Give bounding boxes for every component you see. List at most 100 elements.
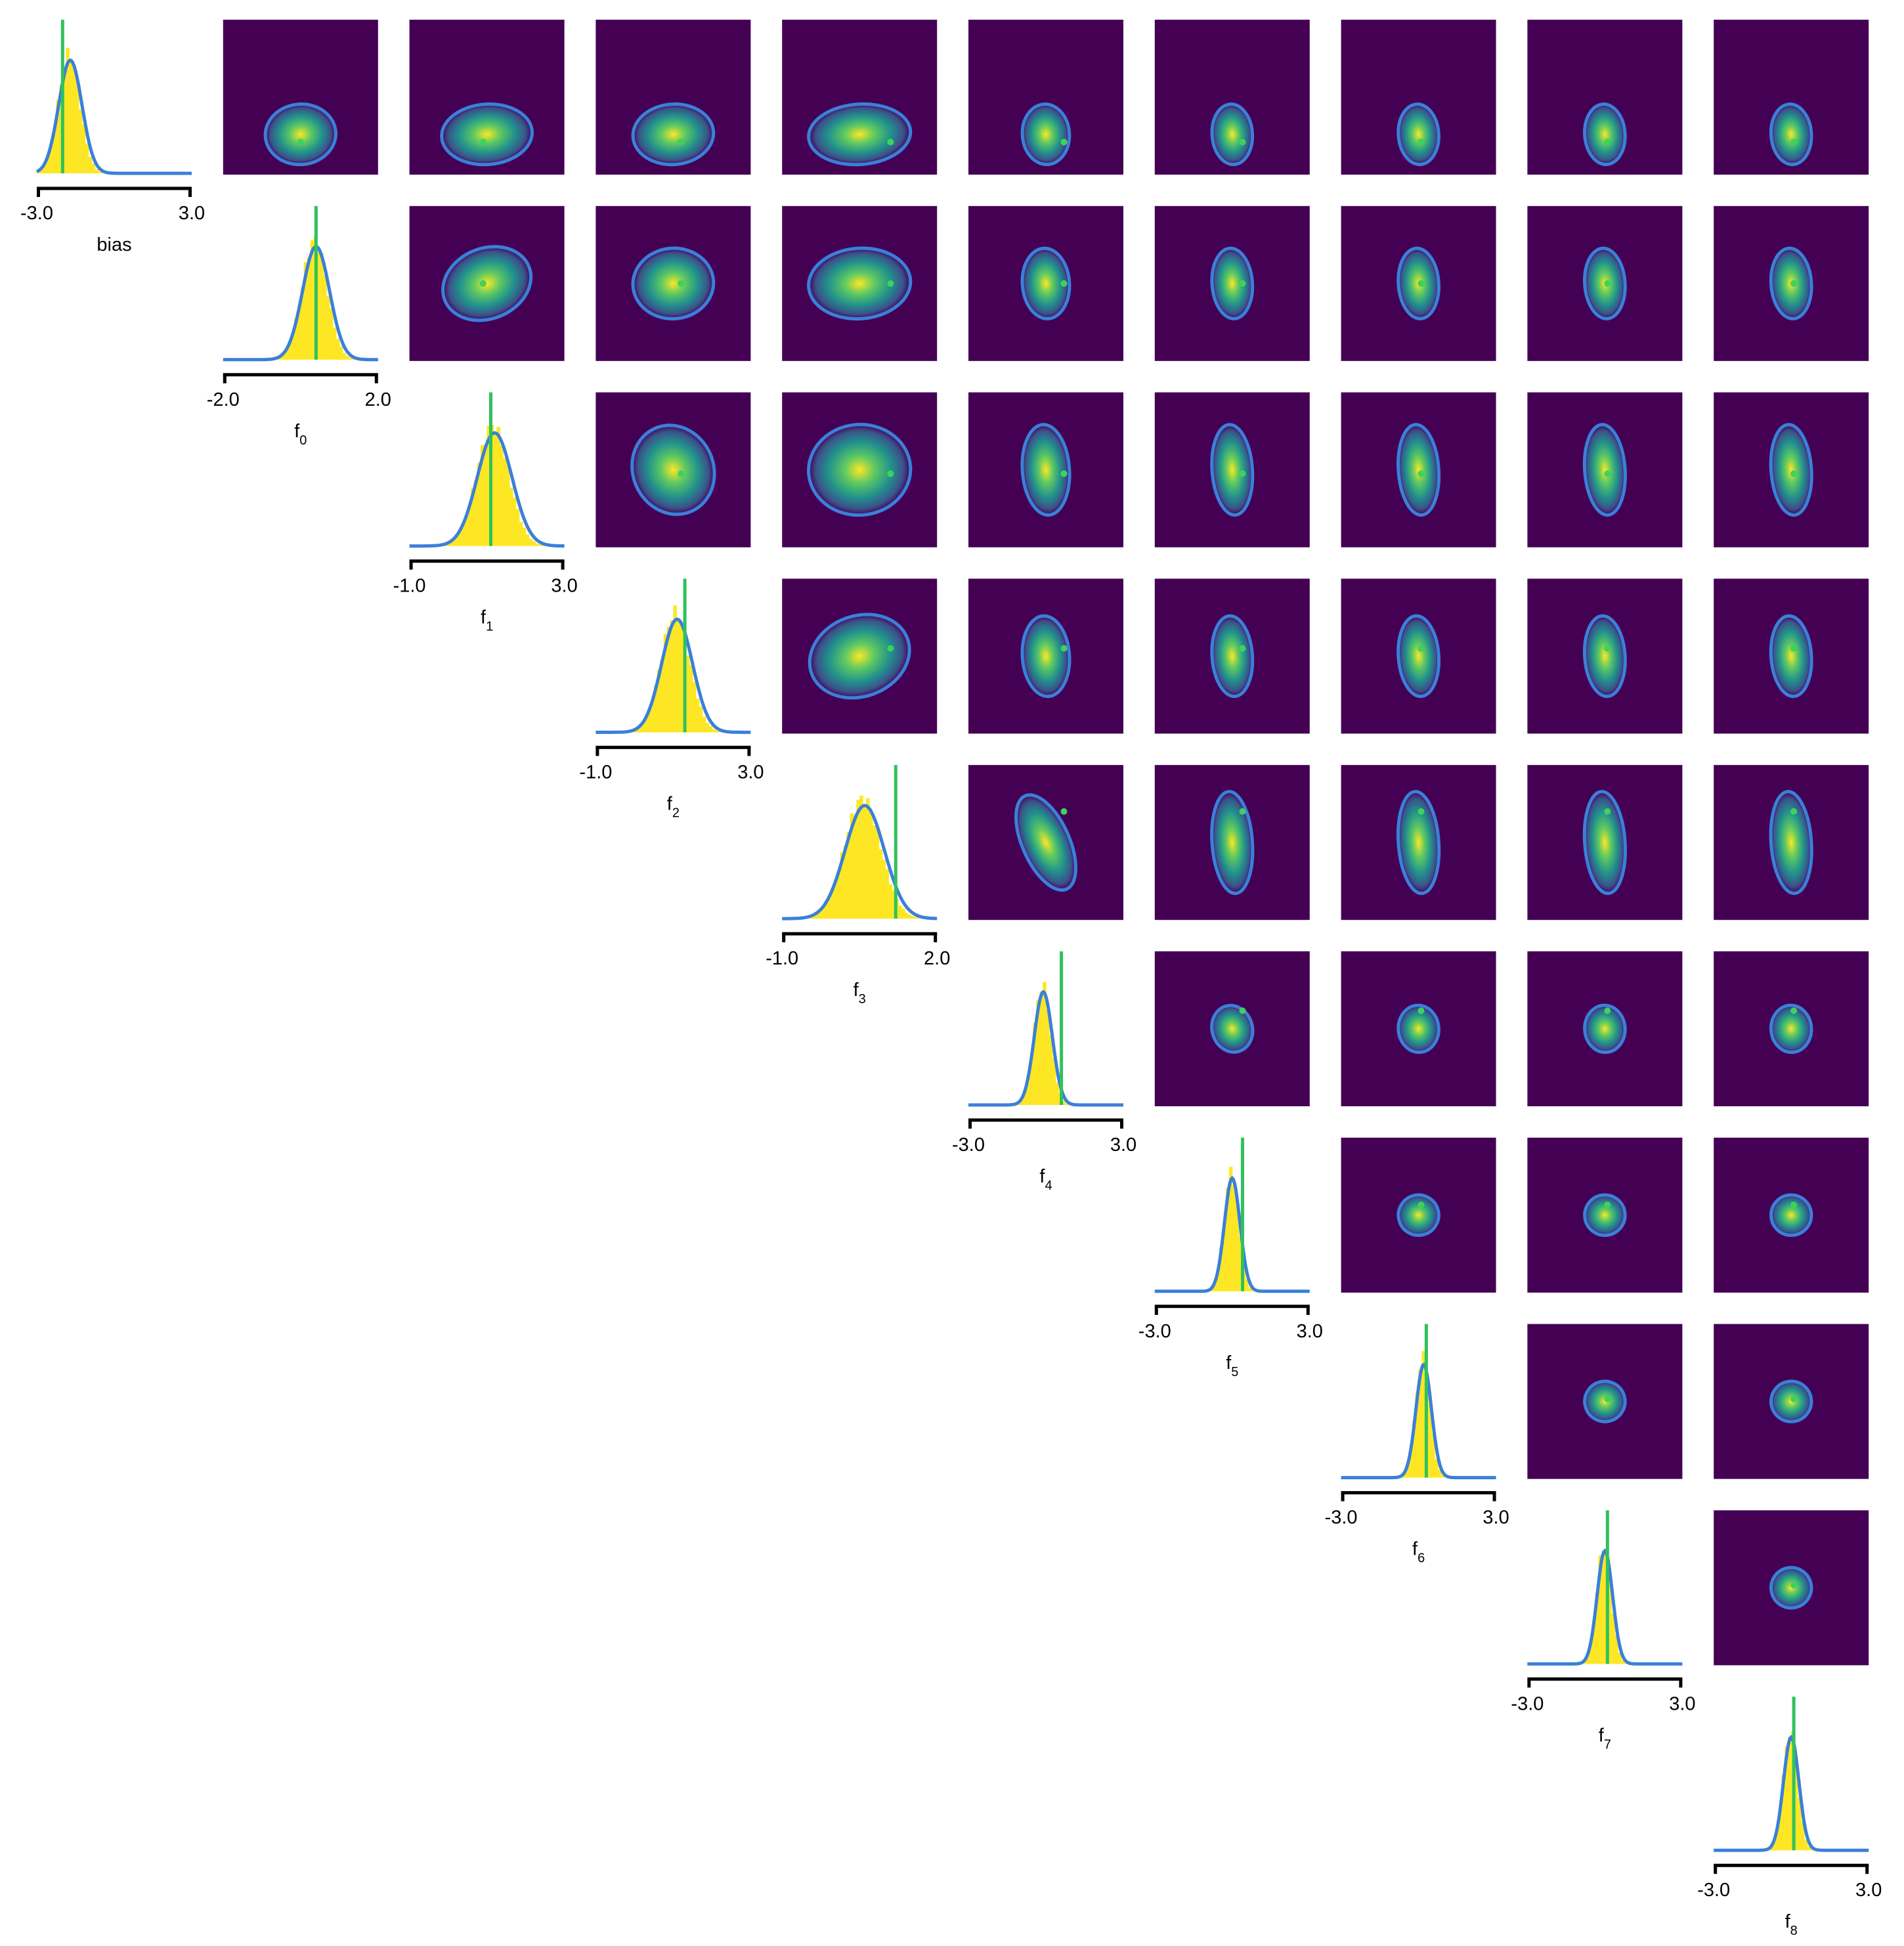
histogram-bar	[535, 544, 539, 546]
histogram-bar	[484, 444, 488, 546]
x-axis-label-subscript: 8	[1790, 1924, 1798, 1938]
true-value-point	[1604, 808, 1611, 815]
histogram-bar	[696, 699, 700, 732]
true-value-point	[678, 471, 684, 477]
joint-panel-6-8	[1527, 1138, 1682, 1293]
joint-panel-7-8	[1527, 1324, 1682, 1479]
histogram-bar	[532, 541, 536, 546]
true-value-point	[678, 280, 684, 287]
true-value-point	[1240, 808, 1246, 815]
histogram-bar	[703, 717, 706, 733]
x-axis-label: f3	[854, 980, 866, 1006]
histogram-bar	[693, 682, 697, 733]
marginal-panel-4: -1.0 2.0f3	[766, 765, 950, 1006]
x-axis-label: f4	[1039, 1166, 1052, 1193]
true-value-point	[1240, 645, 1246, 652]
joint-panel-3-6	[1155, 578, 1310, 733]
histogram-bar	[509, 488, 513, 546]
true-value-point	[1790, 139, 1797, 145]
histogram-bar	[69, 61, 73, 173]
true-value-point	[1604, 280, 1611, 287]
true-value-point	[1418, 1201, 1425, 1208]
true-value-point	[887, 139, 894, 145]
histogram-bar	[869, 812, 873, 919]
x-tick-label: -3.0	[1138, 1321, 1171, 1342]
true-value-point	[887, 280, 894, 287]
x-axis-label-subscript: 0	[299, 433, 307, 448]
histogram-bar	[529, 539, 533, 546]
true-value-point	[1418, 280, 1425, 287]
x-tick-label: 3.0	[737, 762, 764, 783]
joint-panel-1-4	[782, 206, 937, 361]
true-value-point	[1790, 645, 1797, 652]
joint-panel-1-2	[410, 206, 565, 361]
histogram-bar	[523, 528, 527, 546]
histogram-bar	[670, 620, 674, 732]
true-value-point	[1061, 645, 1068, 652]
joint-panel-1-7	[1341, 206, 1496, 361]
x-tick-label: -1.0	[579, 762, 612, 783]
joint-panel-4-6	[1155, 765, 1310, 920]
histogram-bar	[712, 729, 716, 733]
joint-panel-6-7	[1341, 1138, 1496, 1293]
true-value-point	[1604, 1396, 1611, 1402]
histogram-bar	[709, 726, 713, 732]
true-value-point	[1061, 808, 1068, 815]
joint-panel-0-9	[1714, 20, 1869, 175]
histogram-bar	[503, 458, 507, 546]
joint-panel-3-7	[1341, 578, 1496, 733]
x-axis-label: f8	[1785, 1911, 1798, 1938]
histogram-bar	[85, 144, 89, 173]
joint-panel-5-8	[1527, 951, 1682, 1106]
x-tick-label: 3.0	[1855, 1880, 1882, 1901]
marginal-panel-1: -2.0 2.0f0	[207, 206, 391, 448]
x-tick-label: -3.0	[1511, 1693, 1544, 1714]
x-tick-label: 3.0	[179, 203, 205, 224]
joint-panel-1-3	[595, 206, 750, 361]
histogram-bar	[873, 825, 876, 919]
histogram-bar	[1039, 992, 1043, 1105]
true-value-point	[1790, 808, 1797, 815]
joint-panel-0-8	[1527, 20, 1682, 175]
histogram-bar	[496, 427, 500, 546]
joint-panel-5-6	[1155, 951, 1310, 1106]
joint-panel-2-3	[595, 393, 750, 548]
joint-panel-0-7	[1341, 20, 1496, 175]
histogram-bar	[323, 275, 327, 360]
joint-panel-2-5	[968, 393, 1123, 548]
x-axis-label-subscript: 5	[1231, 1365, 1238, 1379]
joint-panel-0-1	[223, 20, 378, 175]
x-axis-label: f7	[1599, 1725, 1611, 1752]
true-value-point	[1061, 471, 1068, 477]
marginal-panel-9: -3.0 3.0f8	[1697, 1697, 1882, 1938]
true-value-point	[1240, 280, 1246, 287]
histogram-bar	[901, 909, 905, 919]
true-value-point	[1418, 808, 1425, 815]
true-value-point	[1061, 139, 1068, 145]
x-tick-label: -3.0	[20, 203, 53, 224]
x-axis-label-subscript: 2	[672, 806, 680, 820]
x-axis-label: bias	[97, 234, 131, 255]
joint-panel-0-4	[782, 20, 937, 175]
histogram-bar	[882, 859, 886, 919]
x-tick-label: -1.0	[766, 948, 798, 969]
marginal-panel-6: -3.0 3.0f5	[1138, 1138, 1323, 1379]
true-value-point	[1604, 471, 1611, 477]
histogram-bar	[326, 296, 330, 360]
histogram-bar	[915, 917, 919, 919]
x-axis-label-subscript: 3	[859, 992, 866, 1006]
histogram-bar	[320, 253, 324, 359]
joint-panel-2-8	[1527, 393, 1682, 548]
true-value-point	[1418, 645, 1425, 652]
x-axis-label: f1	[481, 607, 493, 634]
true-value-point	[1240, 471, 1246, 477]
joint-panel-2-9	[1714, 393, 1869, 548]
true-value-point	[887, 645, 894, 652]
x-axis-label: f6	[1412, 1539, 1425, 1566]
histogram-bar	[715, 731, 719, 733]
joint-panel-2-6	[1155, 393, 1310, 548]
true-value-point	[480, 280, 487, 287]
x-axis-label-subscript: 1	[486, 620, 493, 634]
